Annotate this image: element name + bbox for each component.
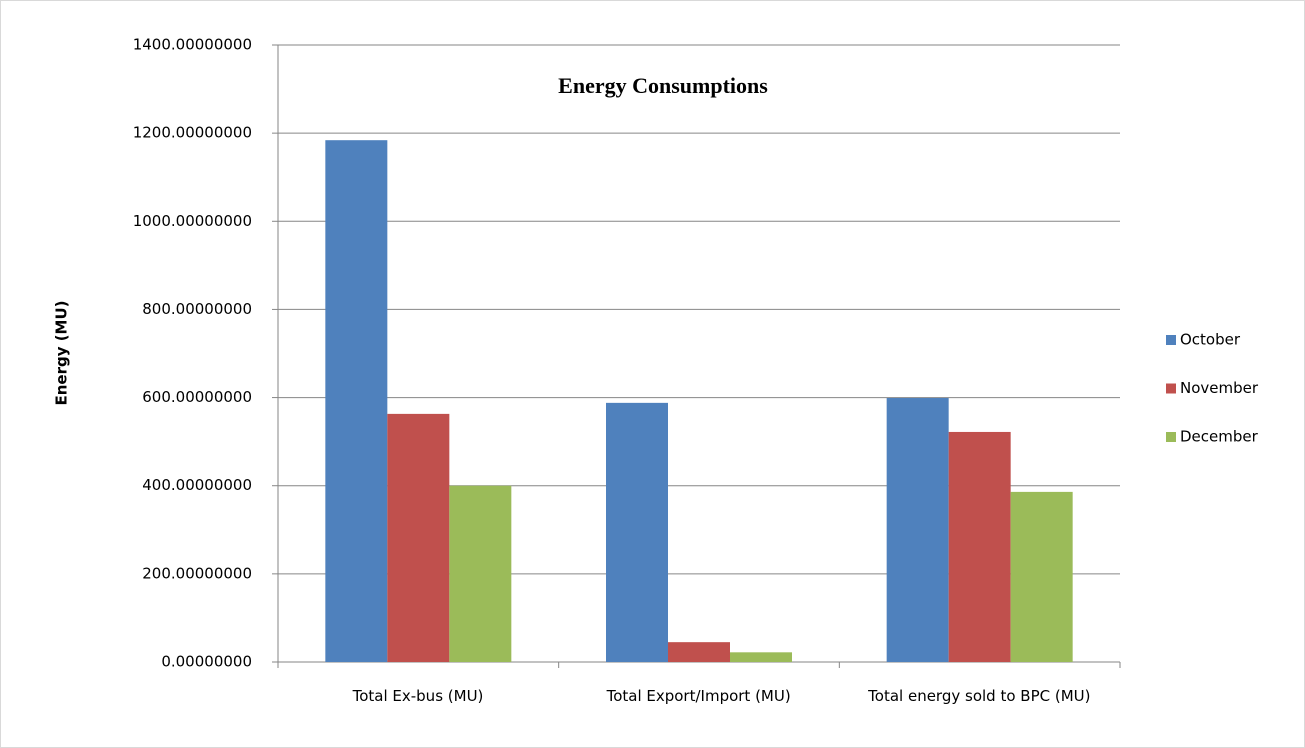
y-tick-label: 1400.00000000 [133,36,252,54]
y-tick-label: 600.00000000 [142,388,252,406]
legend-swatch [1166,432,1176,442]
legend-swatch [1166,383,1176,394]
x-tick-label: Total Export/Import (MU) [606,687,791,705]
bar [948,431,1011,662]
bar [886,398,949,662]
bar [449,485,512,662]
y-tick-label: 800.00000000 [142,300,252,318]
bar [606,402,668,662]
y-tick-label: 1200.00000000 [133,124,252,142]
legend-label: October [1180,331,1241,349]
bar [325,140,388,663]
chart-title: Energy Consumptions [558,73,768,98]
x-tick-label: Total energy sold to BPC (MU) [868,687,1091,705]
bar [730,652,792,662]
legend-label: December [1180,428,1259,446]
legend-label: November [1180,379,1259,397]
y-tick-label: 200.00000000 [142,564,252,582]
y-tick-label: 0.00000000 [161,653,252,671]
bar [1010,491,1073,662]
y-tick-label: 400.00000000 [142,476,252,494]
y-tick-label: 1000.00000000 [133,212,252,230]
bar [387,413,450,662]
bar [668,642,730,662]
x-tick-label: Total Ex-bus (MU) [352,687,484,705]
legend-swatch [1166,335,1176,345]
y-axis-title: Energy (MU) [53,300,71,405]
